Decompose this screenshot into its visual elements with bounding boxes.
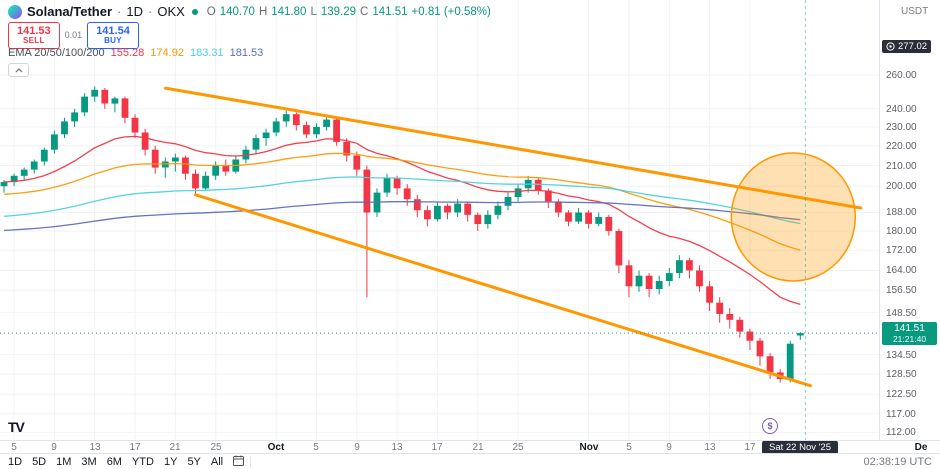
ema100-value: 183.31 [189,47,224,59]
time-tick-label: 17 [431,442,443,453]
time-tick-label: Nov [579,442,599,453]
close-value: 141.51 [372,5,408,18]
time-tick-label: 17 [129,442,141,453]
price-tick-label: 230.00 [886,122,917,133]
close-label: C [360,5,369,18]
price-tick-label: 128.50 [886,369,917,380]
range-1y[interactable]: 1Y [163,455,178,468]
time-tick-label: 21 [169,442,181,453]
tradingview-logo[interactable]: TV [8,419,25,435]
ema50-value: 174.92 [150,47,184,59]
event-marker-icon[interactable]: $ [762,418,778,434]
quote-widget: 141.53 SELL 0.01 141.54 BUY [8,22,139,49]
price-tick-label: 156.50 [886,285,917,296]
chevron-up-icon [15,67,22,72]
separator: · [147,4,153,19]
symbol-name[interactable]: Solana/Tether [27,4,113,19]
timezone-clock[interactable]: 02:38:19 UTC [863,455,932,468]
last-price-value: 141.51 [894,323,925,334]
sell-label: SELL [23,36,45,46]
ema20-value: 155.28 [110,47,145,59]
low-label: L [310,5,317,18]
time-tick-label: 25 [210,442,222,453]
last-price-badge: 141.51 21:21:40 [882,322,937,346]
candlestick-chart[interactable] [0,0,879,440]
range-1d[interactable]: 1D [8,455,23,468]
high-value: 141.80 [271,5,307,18]
time-tick-label: 9 [354,442,360,453]
solana-logo [8,4,22,19]
range-5y[interactable]: 5Y [187,455,201,468]
time-axis[interactable]: Sat 22 Nov '25 5 9 13 17 21 25 Oct 5 9 13 17 21 25 No… [0,440,940,454]
range-all[interactable]: All [210,455,224,468]
time-tick-label: 13 [391,442,403,453]
price-tick-label: 112.00 [886,427,916,438]
open-value: 140.70 [219,5,255,18]
price-tick-label: 188.00 [886,207,917,218]
ema-legend-title[interactable]: EMA 20/50/100/200 [8,47,105,59]
buy-button[interactable]: 141.54 BUY [87,22,139,49]
market-status-dot [191,8,198,15]
time-tick-label: 9 [666,442,672,453]
time-tick-label: Oct [267,442,285,453]
time-tick-label: 5 [313,442,319,453]
time-tick-label: 13 [89,442,101,453]
spread-value: 0.01 [64,30,83,41]
range-selector: 1D 5D 1M 3M 6M YTD 1Y 5Y All [8,455,257,469]
range-6m[interactable]: 6M [106,455,122,468]
bottom-toolbar: 1D 5D 1M 3M 6M YTD 1Y 5Y All 02:38:19 UT… [0,453,940,469]
exchange-name[interactable]: OKX [157,4,185,19]
price-tick-label: 260.00 [886,70,917,81]
indicator-price-badge: 277.02 [882,40,932,53]
ema200-value: 181.53 [229,47,264,59]
interval-button[interactable]: 1D [126,4,143,19]
price-tick-label: 240.00 [886,104,917,115]
range-ytd[interactable]: YTD [131,455,154,468]
price-tick-label: 117.00 [886,409,916,420]
indicator-price-value: 277.02 [898,41,928,52]
price-axis[interactable]: USDT 277.02 141.51 21:21:40 260.00 240.00… [879,0,940,440]
sell-button[interactable]: 141.53 SELL [8,22,60,49]
buy-price: 141.54 [96,25,130,37]
range-1m[interactable]: 1M [56,455,72,468]
price-tick-label: 164.00 [886,265,917,276]
low-value: 139.29 [320,5,357,18]
go-to-date-icon[interactable] [233,455,245,469]
price-tick-label: 220.00 [886,141,917,152]
price-tick-label: 134.50 [886,350,917,361]
range-5d[interactable]: 5D [32,455,47,468]
date-badge: Sat 22 Nov '25 [762,441,838,454]
price-tick-label: 148.50 [886,308,917,319]
price-tick-label: 210.00 [886,161,917,172]
time-tick-label: 25 [512,442,524,453]
price-tick-label: 172.00 [886,245,917,256]
high-label: H [258,5,268,18]
ohlc-readout: O 140.70 H 141.80 L 139.29 C 141.51 +0.8… [207,6,491,18]
time-tick-label: De [914,442,928,453]
separator: · [117,4,122,19]
currency-label: USDT [901,6,929,17]
change-value: +0.81 (+0.58%) [411,5,491,18]
time-tick-label: 13 [704,442,716,453]
target-icon [886,42,895,51]
collapse-legend-button[interactable] [8,63,29,77]
time-tick-label: 9 [51,442,57,453]
symbol-header: Solana/Tether · 1D · OKX O 140.70 H 141.… [8,4,491,19]
bar-countdown: 21:21:40 [892,333,927,344]
sell-price: 141.53 [17,25,51,37]
price-tick-label: 200.00 [886,181,917,192]
price-tick-label: 122.50 [886,389,917,400]
toolbar-divider [250,456,252,467]
time-tick-label: 5 [11,442,17,453]
time-tick-label: 21 [472,442,484,453]
ema-legend[interactable]: EMA 20/50/100/200 155.28 174.92 183.31 1… [8,47,263,59]
range-3m[interactable]: 3M [81,455,97,468]
buy-label: BUY [104,36,122,46]
price-tick-label: 180.00 [886,226,917,237]
chart-plot-area[interactable]: $ TV [0,0,879,440]
time-tick-label: 17 [744,442,756,453]
open-label: O [206,5,216,18]
time-tick-label: 5 [626,442,632,453]
